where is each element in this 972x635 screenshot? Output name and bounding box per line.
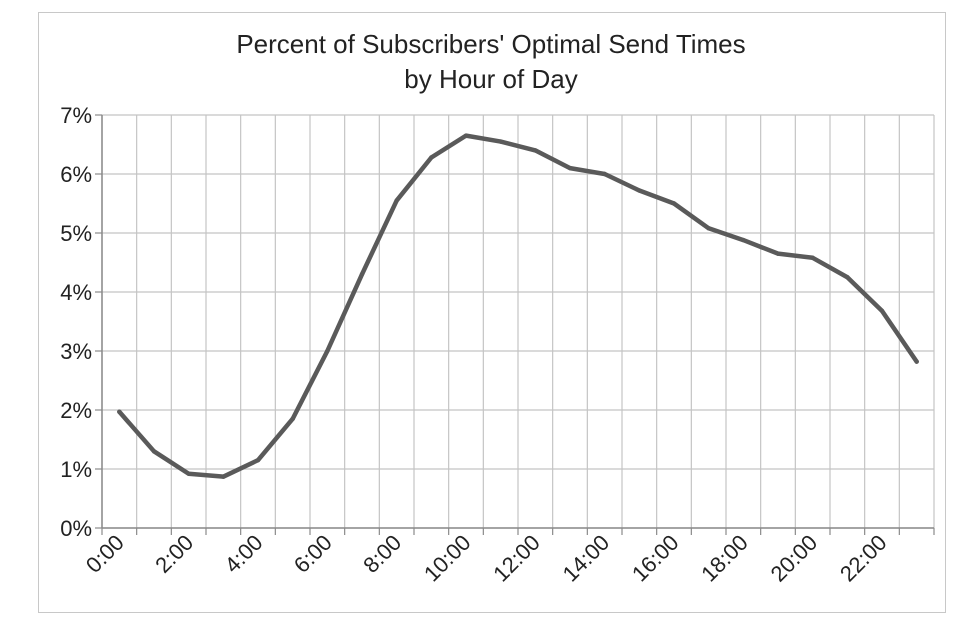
data-point <box>151 449 157 454</box>
data-point <box>429 155 434 160</box>
data-point <box>637 188 642 193</box>
x-tick-label: 14:00 <box>558 530 615 587</box>
x-tick-label: 2:00 <box>150 530 198 578</box>
data-point <box>325 348 330 354</box>
y-tick-label: 2% <box>60 398 92 423</box>
data-point <box>359 272 365 277</box>
series-group <box>117 133 919 479</box>
chart-title-line-2: by Hour of Day <box>404 64 577 94</box>
data-point <box>671 201 677 206</box>
gridlines <box>101 114 935 529</box>
data-point <box>810 255 815 260</box>
x-tick-label: 22:00 <box>835 530 892 587</box>
data-point <box>498 139 503 144</box>
x-tick-label: 20:00 <box>766 530 823 587</box>
series-line <box>117 133 919 479</box>
data-point <box>879 308 885 314</box>
x-tick-label: 10:00 <box>419 530 476 587</box>
y-axis-ticks: 0% 1% 2% 3% 4% 5% 6% 7% <box>60 103 102 541</box>
data-point <box>914 359 919 364</box>
y-tick-label: 4% <box>60 280 92 305</box>
y-tick-label: 6% <box>60 162 92 187</box>
x-tick-label: 6:00 <box>289 530 337 578</box>
data-point <box>221 474 226 479</box>
y-tick-label: 1% <box>60 457 92 482</box>
data-point <box>290 416 295 422</box>
x-axis-ticks: 0:00 2:00 4:00 6:00 8:00 10:00 12:00 14:00 16:00… <box>81 528 935 587</box>
x-tick-label: 4:00 <box>220 530 268 578</box>
y-tick-label: 3% <box>60 339 92 364</box>
data-point <box>463 133 469 138</box>
data-point <box>117 409 122 414</box>
chart-title-line-1: Percent of Subscribers' Optimal Send Tim… <box>236 29 745 59</box>
x-tick-label: 8:00 <box>358 530 406 578</box>
x-tick-label: 12:00 <box>488 530 545 587</box>
data-point <box>394 198 399 203</box>
data-point <box>567 165 573 171</box>
y-tick-label: 0% <box>60 516 92 541</box>
data-point <box>533 148 538 153</box>
data-point <box>255 457 261 463</box>
data-point <box>706 226 711 231</box>
data-point <box>845 275 850 280</box>
y-tick-label: 5% <box>60 221 92 246</box>
y-tick-label: 7% <box>60 103 92 128</box>
data-point <box>741 237 746 243</box>
data-point <box>602 171 607 177</box>
data-point <box>186 471 191 476</box>
x-tick-label: 18:00 <box>696 530 753 587</box>
data-point <box>775 251 781 256</box>
chart-frame <box>38 12 946 613</box>
x-tick-label: 16:00 <box>627 530 684 587</box>
